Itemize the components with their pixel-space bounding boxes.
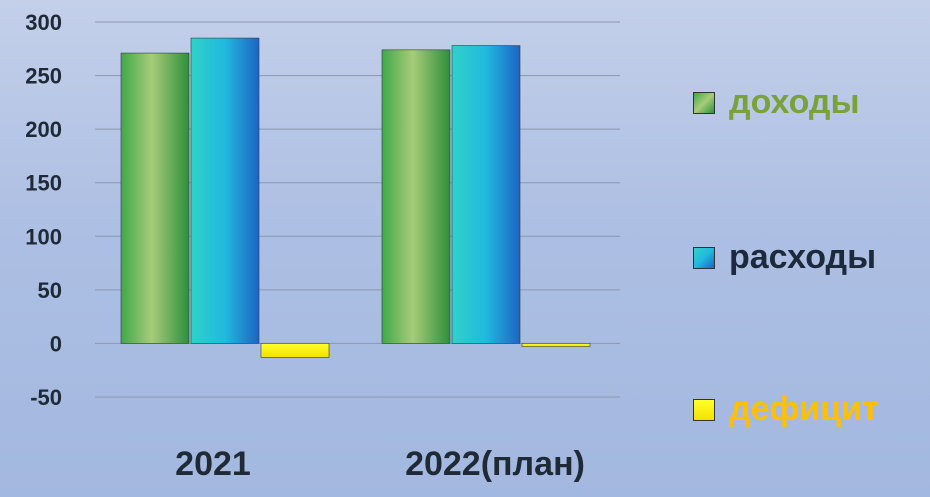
legend-item-1: расходы (693, 238, 876, 277)
legend-label: доходы (729, 83, 860, 121)
legend-swatch (693, 398, 715, 421)
legend-item-2: дефицит (693, 390, 879, 429)
bars (120, 37, 591, 358)
bar-расходы-2022(план) (451, 45, 521, 344)
y-tick-label: 50 (38, 278, 62, 303)
x-axis-labels: 2021 2022(план) (175, 445, 585, 483)
bar-доходы-2022(план) (381, 49, 451, 344)
bar-расходы-2021 (190, 37, 260, 344)
y-tick-label: 100 (25, 224, 62, 249)
y-axis-ticks: 300 250 200 150 100 50 0 -50 (25, 10, 62, 410)
y-tick-label: 200 (25, 117, 62, 142)
y-tick-label: 0 (50, 331, 62, 356)
legend-label: дефицит (729, 390, 879, 428)
legend-item-0: доходы (693, 83, 860, 122)
bar-дефицит-2021 (260, 343, 330, 358)
y-tick-label: 250 (25, 64, 62, 89)
y-tick-label: -50 (30, 385, 62, 410)
x-category-label: 2022(план) (405, 445, 585, 483)
legend-swatch (693, 91, 715, 114)
y-tick-label: 150 (25, 171, 62, 196)
legend-swatch (693, 246, 715, 269)
bar-дефицит-2022(план) (521, 343, 591, 347)
x-category-label: 2021 (175, 445, 251, 483)
bar-доходы-2021 (120, 52, 190, 344)
y-tick-label: 300 (25, 10, 62, 35)
legend-label: расходы (729, 238, 877, 276)
